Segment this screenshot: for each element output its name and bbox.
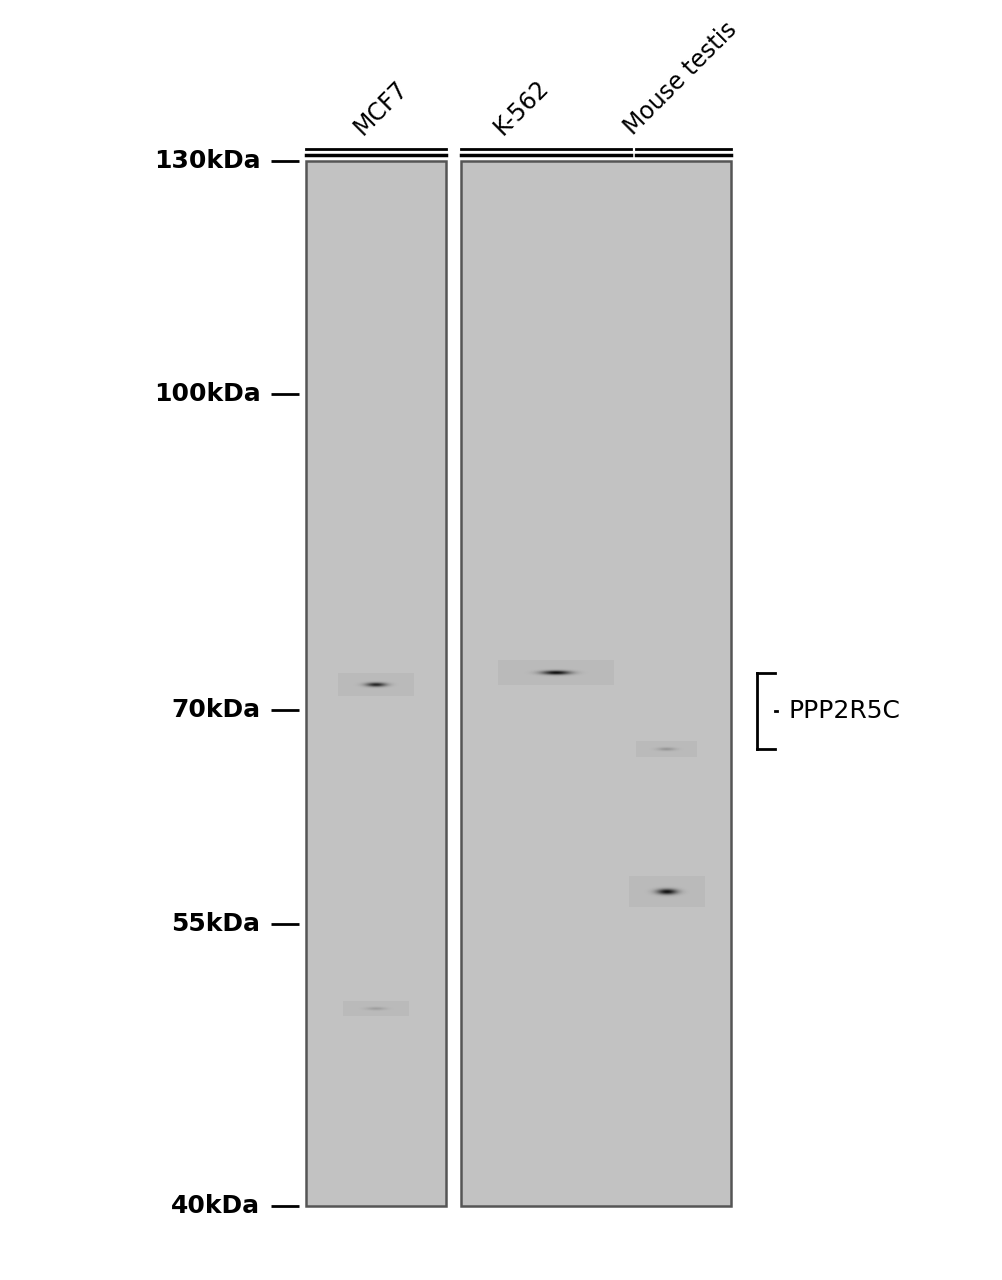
Text: Mouse testis: Mouse testis <box>619 18 741 140</box>
Text: K-562: K-562 <box>489 76 553 140</box>
Text: 40kDa: 40kDa <box>171 1194 261 1219</box>
Bar <box>461 161 731 1206</box>
Text: 100kDa: 100kDa <box>153 381 261 406</box>
Text: 130kDa: 130kDa <box>154 148 261 173</box>
Text: 70kDa: 70kDa <box>171 698 261 722</box>
Text: 55kDa: 55kDa <box>171 911 261 936</box>
Bar <box>306 161 446 1206</box>
Text: MCF7: MCF7 <box>349 77 412 140</box>
Text: PPP2R5C: PPP2R5C <box>789 699 901 723</box>
